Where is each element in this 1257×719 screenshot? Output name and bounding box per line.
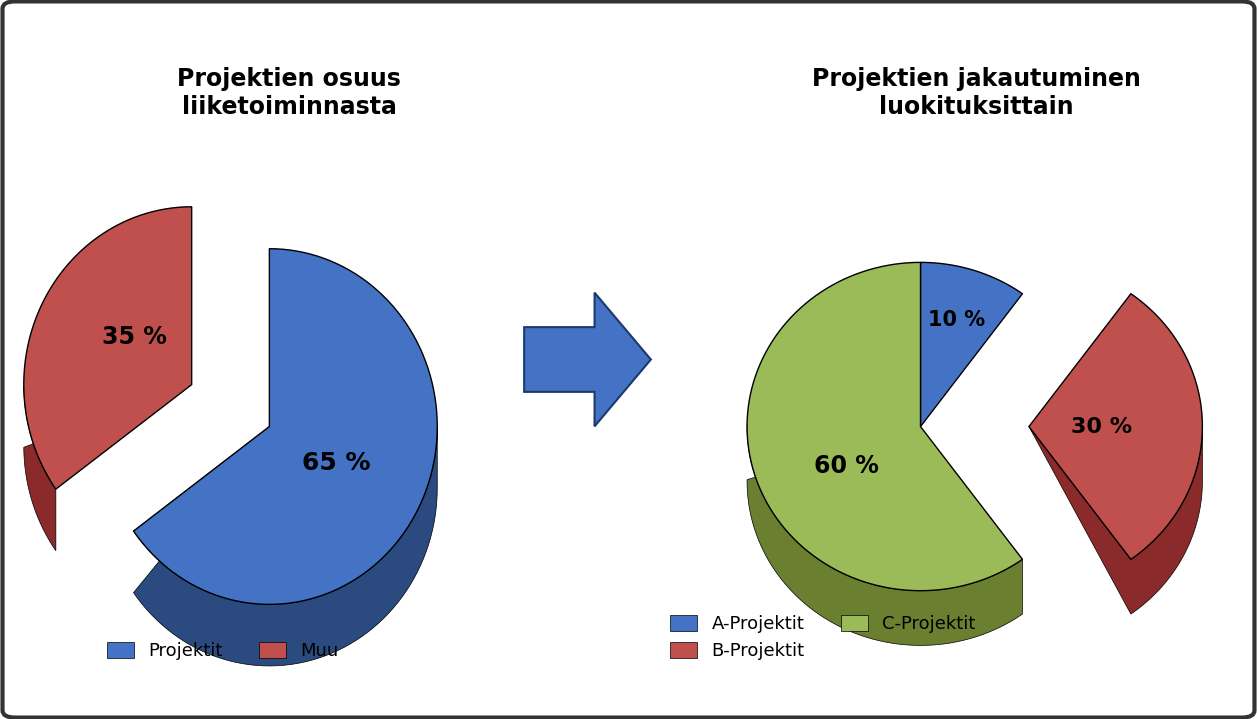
Polygon shape	[1029, 425, 1203, 614]
Text: 35 %: 35 %	[102, 325, 167, 349]
Polygon shape	[133, 249, 437, 605]
Legend: Projektit, Muu: Projektit, Muu	[99, 635, 346, 668]
Polygon shape	[24, 207, 191, 489]
Polygon shape	[133, 426, 437, 666]
Polygon shape	[747, 262, 1022, 591]
Text: Projektien osuus
liiketoiminnasta: Projektien osuus liiketoiminnasta	[177, 68, 401, 119]
FancyArrow shape	[524, 293, 651, 426]
Polygon shape	[920, 262, 1022, 426]
Text: 60 %: 60 %	[813, 454, 879, 478]
Text: 10 %: 10 %	[929, 311, 985, 330]
Legend: A-Projektit, B-Projektit, C-Projektit: A-Projektit, B-Projektit, C-Projektit	[662, 608, 983, 668]
Polygon shape	[1029, 294, 1203, 559]
Text: Projektien jakautuminen
luokituksittain: Projektien jakautuminen luokituksittain	[812, 68, 1140, 119]
Polygon shape	[747, 425, 1022, 646]
Text: 30 %: 30 %	[1071, 416, 1133, 436]
Polygon shape	[24, 385, 191, 551]
Text: 65 %: 65 %	[303, 451, 371, 475]
